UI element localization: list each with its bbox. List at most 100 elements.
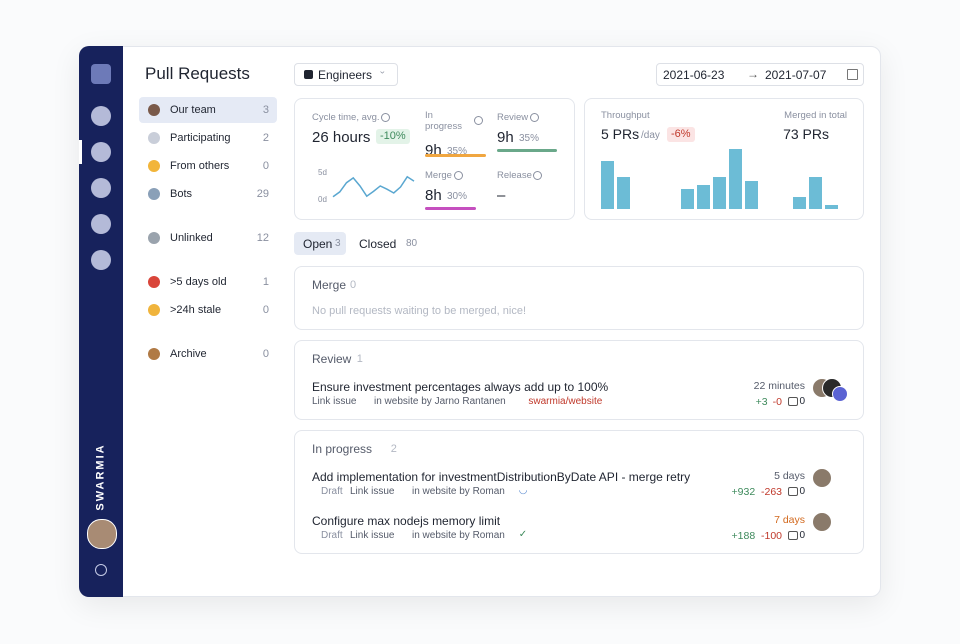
info-icon [533,171,542,180]
section-count: 0 [350,279,357,291]
reviewer-avatar [812,468,832,488]
section-card [294,266,864,330]
metric-value: 8h [425,187,442,204]
deletions: -100 [760,530,782,542]
throughput-label: Throughput [601,110,650,121]
tab-count: 80 [406,238,418,249]
pr-age: 5 days [774,470,805,482]
comment-count: 0 [799,530,805,541]
comment-icon [788,487,798,496]
link-issue[interactable]: Link issue [312,396,357,407]
info-icon [530,113,539,122]
team-icon [304,70,313,79]
throughput-bar [681,189,694,209]
pr-location: in website by Roman [412,530,505,541]
nav-icon[interactable] [148,276,160,288]
throughput-bar [713,177,726,209]
metric-share: 30% [447,191,468,202]
throughput-bar [729,149,742,209]
tab-label[interactable]: Open [303,237,333,251]
nav-icon[interactable] [148,348,160,360]
nav-count: 2 [262,132,269,144]
sidebar-icon[interactable] [91,64,111,84]
nav-count: 12 [256,232,269,244]
link-issue[interactable]: Link issue [350,486,395,497]
sidebar-icon[interactable] [91,106,111,126]
pr-location: in website by Roman [412,486,505,497]
throughput-chart [601,149,838,209]
date-arrow: → [747,67,759,81]
nav-selected [139,97,277,123]
nav-label[interactable]: Our team [170,104,216,116]
info-icon [454,171,463,180]
pr-age: 7 days [774,514,805,526]
info-icon [381,113,390,122]
metric-bar [425,154,486,157]
page-title: Pull Requests [145,64,250,83]
metric-label: Release [497,170,532,181]
metric-label: Review [497,112,529,123]
section-title: Merge [312,278,347,292]
sparkline-tick-label: 0d [318,195,327,204]
tab-label[interactable]: Closed [359,237,397,251]
merged-value: 73 PRs [783,126,829,142]
reviewer-avatar [832,386,848,402]
throughput-bar [617,177,630,209]
nav-count: 0 [262,348,269,360]
metrics-card [294,98,575,220]
pr-title[interactable]: Add implementation for investmentDistrib… [312,470,691,484]
info-icon [474,116,483,125]
team-dropdown[interactable] [294,63,398,86]
metric-value: 9h [425,142,442,159]
metric-label: In progress [425,110,462,133]
pr-title[interactable]: Configure max nodejs memory limit [312,514,501,528]
metric-change: -10% [376,129,410,145]
nav-label[interactable]: >24h stale [170,304,222,316]
nav-icon[interactable] [148,132,160,144]
nav-label[interactable]: Archive [170,348,207,360]
link-issue[interactable]: Link issue [350,530,395,541]
dropdown-caret: › [377,70,388,74]
throughput-bar [809,177,822,209]
nav-label[interactable]: >5 days old [170,276,227,288]
metric-value: 9h [497,129,514,146]
sidebar-icon[interactable] [91,250,111,270]
nav-icon[interactable] [148,188,160,200]
metric-label: Merge [425,170,452,181]
nav-icon[interactable] [148,232,160,244]
sparkline [332,175,415,198]
nav-count: 0 [262,160,269,172]
sidebar-icon[interactable] [91,214,111,234]
date-range[interactable] [656,63,864,86]
additions: +932 [731,486,756,498]
metric-value: – [497,187,506,204]
metric-label: Cycle time, avg. [312,112,380,123]
nav-label[interactable]: Bots [170,188,193,200]
nav-label[interactable]: Participating [170,132,231,144]
metric-bar [425,207,476,210]
status-icon: ◡ [518,485,528,496]
metric-bar [497,149,557,152]
throughput-bar [697,185,710,209]
pr-location: in website by Jarno Rantanen [374,396,506,407]
nav-icon[interactable] [148,160,160,172]
section-title: In progress [312,442,373,456]
nav-count: 0 [262,304,269,316]
throughput-bar [825,205,838,209]
sidebar-icon[interactable] [91,178,111,198]
sidebar-icon[interactable] [91,142,111,162]
comment-icon [788,531,798,540]
logout-icon[interactable] [95,564,107,576]
nav-icon[interactable] [148,104,160,116]
nav-label[interactable]: From others [170,160,230,172]
date-from: 2021-06-23 [663,68,725,82]
repo-link[interactable]: swarmia/website [528,396,603,407]
sidebar-active-marker [79,140,82,164]
empty-message: No pull requests waiting to be merged, n… [312,305,527,317]
pr-title[interactable]: Ensure investment percentages always add… [312,380,609,394]
nav-icon[interactable] [148,304,160,316]
tab-selected [294,232,346,255]
user-avatar[interactable] [87,519,117,549]
nav-label[interactable]: Unlinked [170,232,213,244]
